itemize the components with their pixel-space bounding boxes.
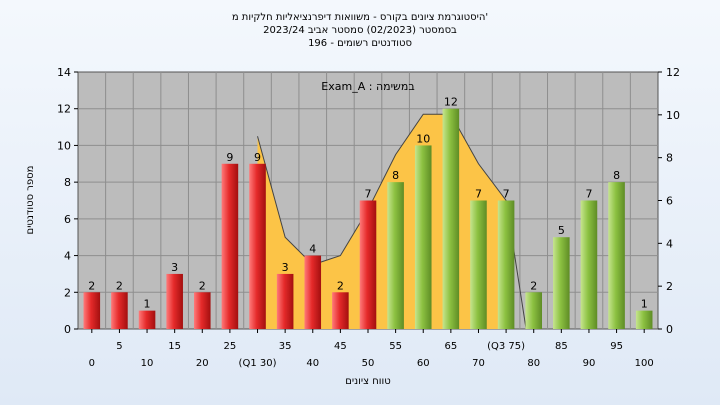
- bar-value-label: 3: [171, 261, 178, 274]
- bar-value-label: 7: [503, 188, 510, 201]
- bar-value-label: 2: [199, 279, 206, 292]
- y-tick-label: 14: [57, 66, 71, 79]
- y-tick-label: 8: [64, 176, 71, 189]
- bar-value-label: 7: [365, 188, 372, 201]
- x-tick-label: 0: [89, 358, 95, 369]
- y2-tick-label: 8: [666, 152, 673, 165]
- x-tick-label: 65: [444, 341, 457, 352]
- x-tick-label: 55: [389, 341, 402, 352]
- bar-60: [414, 145, 432, 329]
- x-tick-label: 15: [168, 341, 181, 352]
- x-tick-label: 20: [196, 358, 209, 369]
- y-tick-label: 10: [57, 139, 71, 152]
- y-tick-label: 12: [57, 103, 71, 116]
- x-tick-label: 35: [279, 341, 292, 352]
- y2-tick-label: 0: [666, 323, 673, 336]
- bar-value-label: 4: [309, 243, 316, 256]
- y2-tick-label: 2: [666, 280, 673, 293]
- y-tick-label: 0: [64, 323, 71, 336]
- bar-85: [553, 237, 570, 329]
- chart-title-line-2: בסמסטר (02/2023) סמסטר אביב 2023/24: [263, 25, 457, 36]
- y2-tick-label: 6: [666, 195, 673, 208]
- x-axis-title: טווח ציונים: [345, 376, 390, 387]
- bar-value-label: 3: [282, 261, 289, 274]
- chart-title-line-3: סטודנטים רשומים - 196: [308, 38, 412, 49]
- x-tick-label: 50: [362, 358, 375, 369]
- bar-70: [470, 200, 487, 329]
- bar-25: [221, 163, 239, 329]
- bar-value-label: 1: [144, 298, 151, 311]
- bar-value-label: 5: [558, 224, 565, 237]
- y-tick-label: 6: [64, 213, 71, 226]
- bar-100: [635, 310, 653, 329]
- bar-80: [525, 292, 542, 329]
- bar-65: [442, 108, 460, 329]
- bar-15: [166, 273, 183, 329]
- bar-90: [580, 200, 598, 329]
- bar-value-label: 8: [392, 169, 399, 182]
- x-tick-label: 80: [527, 358, 540, 369]
- bar-20: [194, 292, 211, 329]
- bar-value-label: 2: [116, 279, 123, 292]
- bar-value-label: 2: [530, 279, 537, 292]
- y2-tick-label: 10: [666, 109, 680, 122]
- bar-value-label: 1: [641, 298, 648, 311]
- y2-tick-label: 12: [666, 66, 680, 79]
- x-tick-label: (Q1 30): [239, 358, 277, 369]
- bar-35: [276, 273, 294, 329]
- bar-value-label: 9: [254, 151, 261, 164]
- y-axis-title: מספר סטודנטים: [25, 166, 36, 235]
- bar-0: [83, 292, 101, 329]
- x-tick-label: 100: [635, 358, 654, 369]
- y-tick-label: 4: [64, 250, 71, 263]
- x-tick-label: 5: [116, 341, 122, 352]
- bar-5: [111, 292, 128, 329]
- x-tick-label: 10: [141, 358, 154, 369]
- bar-45: [332, 292, 349, 329]
- chart-title-line-1: היסטוגרמת ציונים בקורס - משוואות דיפרנצי…: [232, 12, 488, 23]
- x-tick-label: 70: [472, 358, 485, 369]
- bar-30: [249, 163, 266, 329]
- bar-value-label: 12: [444, 96, 458, 109]
- bar-value-label: 8: [613, 169, 620, 182]
- bar-40: [304, 255, 322, 329]
- bar-55: [387, 182, 404, 329]
- bar-95: [608, 182, 625, 329]
- bar-10: [138, 310, 156, 329]
- bar-50: [359, 200, 377, 329]
- bar-value-label: 2: [88, 279, 95, 292]
- x-tick-label: 90: [583, 358, 596, 369]
- x-tick-label: 60: [417, 358, 430, 369]
- x-tick-label: 95: [610, 341, 623, 352]
- iqr-band-outline: [257, 113, 527, 330]
- y-tick-label: 2: [64, 286, 71, 299]
- x-tick-label: (Q3 75): [487, 341, 525, 352]
- x-tick-label: 25: [224, 341, 237, 352]
- x-tick-label: 45: [334, 341, 347, 352]
- bar-value-label: 10: [416, 132, 430, 145]
- bar-value-label: 7: [585, 188, 592, 201]
- y2-tick-label: 4: [666, 237, 673, 250]
- bars: 2 2 1 3 2 9 9 3 4 2 7 8 10 12 7 7 2 5 7 8 1: [83, 96, 653, 329]
- bar-value-label: 7: [475, 188, 482, 201]
- bar-value-label: 9: [226, 151, 233, 164]
- x-tick-label: 85: [555, 341, 568, 352]
- exam-label: Exam_A : במשימה: [321, 80, 414, 93]
- bar-75: [497, 200, 515, 329]
- bar-value-label: 2: [337, 279, 344, 292]
- x-tick-label: 40: [306, 358, 319, 369]
